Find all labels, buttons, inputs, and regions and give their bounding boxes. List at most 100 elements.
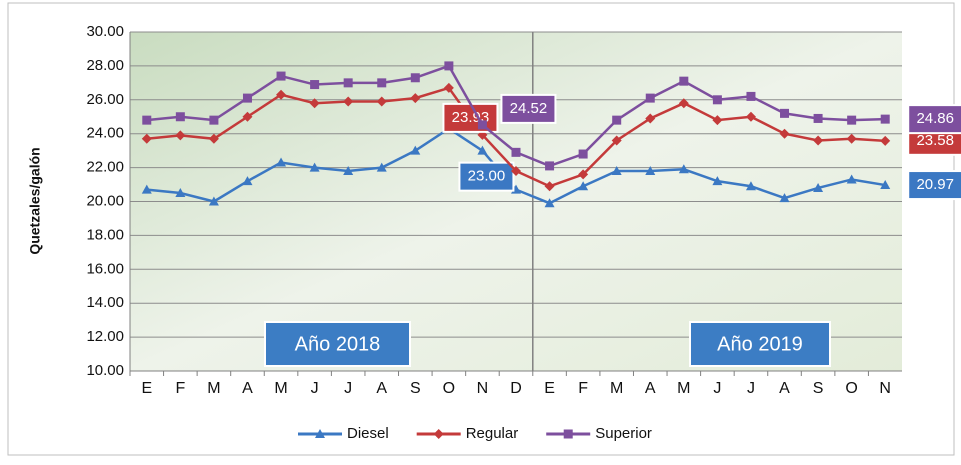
y-axis-label: Quetzales/galón [27, 147, 43, 254]
point [276, 71, 286, 81]
point [813, 113, 823, 123]
point [377, 78, 387, 88]
x-tick-label: E [544, 380, 555, 397]
legend-marker [433, 429, 444, 439]
point [209, 115, 219, 125]
point [410, 93, 421, 104]
point [175, 188, 186, 198]
point [410, 73, 420, 83]
data-label: 23.58 [916, 132, 954, 149]
y-tick-label: 16.00 [86, 260, 124, 277]
y-tick-label: 14.00 [86, 294, 124, 311]
point [678, 98, 689, 109]
legend-label: Superior [595, 425, 652, 442]
point [611, 165, 622, 175]
point [309, 98, 320, 109]
y-tick-label: 28.00 [86, 57, 124, 74]
data-label: 20.97 [916, 176, 954, 193]
x-tick-label: M [207, 380, 220, 397]
point [880, 135, 891, 146]
point [745, 181, 756, 191]
point [880, 180, 891, 190]
point [545, 161, 555, 171]
y-tick-label: 22.00 [86, 159, 124, 176]
point [343, 96, 354, 107]
x-tick-label: M [677, 380, 690, 397]
legend-marker [563, 429, 573, 439]
point [376, 162, 387, 172]
x-tick-label: O [845, 380, 857, 397]
point [544, 181, 555, 192]
y-tick-label: 20.00 [86, 192, 124, 209]
y-tick-label: 10.00 [86, 362, 124, 379]
data-label: 24.52 [510, 100, 548, 117]
point [276, 89, 287, 100]
point [813, 135, 824, 146]
legend-label: Regular [466, 425, 519, 442]
x-tick-label: S [410, 380, 421, 397]
x-tick-label: J [747, 380, 755, 397]
point [511, 165, 521, 176]
point [141, 184, 152, 194]
point [242, 111, 253, 122]
x-tick-label: O [443, 380, 455, 397]
data-label: 23.00 [468, 168, 506, 185]
point [679, 76, 689, 86]
point [142, 115, 152, 125]
point [846, 174, 857, 184]
x-tick-label: N [477, 380, 489, 397]
annotation-box [689, 321, 831, 367]
point [846, 133, 857, 144]
x-tick-label: E [141, 380, 152, 397]
x-tick-label: A [645, 380, 656, 397]
point [444, 61, 454, 71]
legend-label: Diesel [347, 425, 389, 442]
x-tick-label: M [274, 380, 287, 397]
point [242, 93, 252, 103]
x-tick-label: N [879, 380, 891, 397]
point [578, 149, 588, 159]
x-tick-label: A [376, 380, 387, 397]
point [511, 147, 521, 157]
annotation: Año 2018 [295, 333, 381, 355]
point [813, 182, 824, 192]
point [779, 128, 790, 139]
point [477, 120, 487, 130]
y-tick-label: 26.00 [86, 91, 124, 108]
data-label-box [907, 104, 961, 135]
point [310, 80, 320, 90]
point [578, 169, 589, 180]
x-tick-label: A [779, 380, 790, 397]
point [208, 133, 219, 144]
point [746, 91, 756, 101]
point [141, 133, 152, 144]
point [343, 165, 354, 175]
legend-marker [315, 429, 325, 438]
annotation: Año 2019 [717, 333, 803, 355]
point [645, 93, 655, 103]
point [712, 95, 722, 105]
point [544, 198, 555, 208]
point [847, 115, 857, 125]
point [611, 135, 622, 146]
point [208, 196, 219, 206]
x-tick-label: D [510, 380, 522, 397]
point [645, 165, 656, 175]
x-tick-label: J [311, 380, 319, 397]
x-tick-label: J [344, 380, 352, 397]
data-label-box [458, 161, 515, 192]
data-label: 24.86 [916, 110, 954, 127]
point [745, 111, 756, 122]
data-label-box [500, 93, 557, 124]
point [477, 145, 488, 155]
x-tick-label: A [242, 380, 253, 397]
point [410, 145, 421, 155]
point [276, 157, 287, 167]
y-tick-label: 30.00 [86, 23, 124, 40]
point [175, 112, 185, 122]
x-tick-label: S [813, 380, 824, 397]
y-tick-label: 24.00 [86, 125, 124, 142]
data-label-box [907, 170, 961, 201]
point [880, 114, 890, 124]
